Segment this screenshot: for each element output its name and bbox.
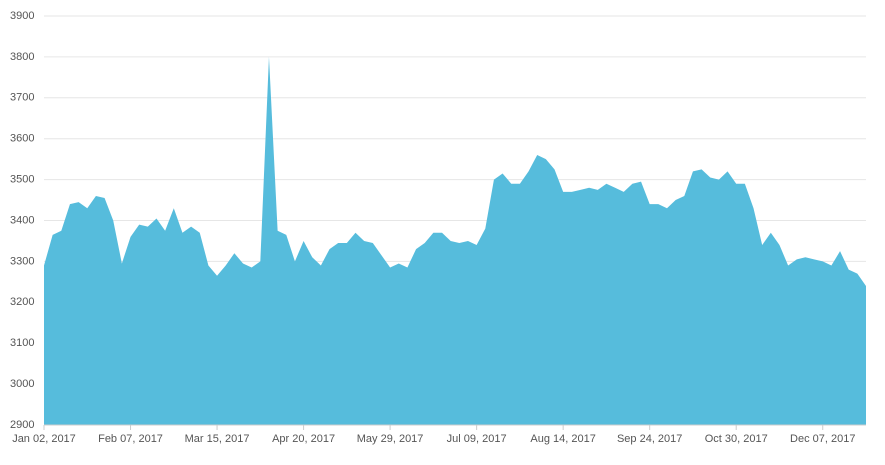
y-tick-label: 3700 <box>10 92 34 104</box>
x-tick-label: Sep 24, 2017 <box>617 433 682 445</box>
x-tick-label: Jan 02, 2017 <box>12 433 76 445</box>
x-tick-label: Dec 07, 2017 <box>790 433 855 445</box>
x-tick-label: Oct 30, 2017 <box>705 433 768 445</box>
y-tick-label: 3400 <box>10 214 34 226</box>
y-tick-label: 3800 <box>10 51 34 63</box>
x-tick-label: Jul 09, 2017 <box>447 433 507 445</box>
x-tick-label: May 29, 2017 <box>357 433 424 445</box>
x-tick-label: Apr 20, 2017 <box>272 433 335 445</box>
y-tick-label: 3300 <box>10 255 34 267</box>
y-tick-label: 3200 <box>10 296 34 308</box>
y-tick-label: 3500 <box>10 174 34 186</box>
area <box>44 56 866 426</box>
y-tick-label: 2900 <box>10 419 34 431</box>
y-tick-label: 3900 <box>10 10 34 22</box>
y-tick-label: 3100 <box>10 337 34 349</box>
y-tick-label: 3600 <box>10 133 34 145</box>
x-tick-label: Mar 15, 2017 <box>185 433 250 445</box>
y-tick-label: 3000 <box>10 378 34 390</box>
x-tick-label: Feb 07, 2017 <box>98 433 163 445</box>
x-tick-label: Aug 14, 2017 <box>530 433 595 445</box>
